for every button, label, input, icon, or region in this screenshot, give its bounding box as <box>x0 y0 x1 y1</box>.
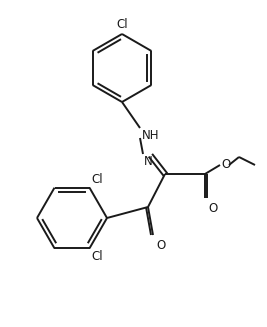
Text: O: O <box>156 239 165 252</box>
Text: Cl: Cl <box>92 173 103 186</box>
Text: N: N <box>144 155 153 168</box>
Text: Cl: Cl <box>92 250 103 263</box>
Text: NH: NH <box>142 129 159 142</box>
Text: Cl: Cl <box>116 18 128 31</box>
Text: O: O <box>208 202 217 215</box>
Text: O: O <box>221 159 230 171</box>
